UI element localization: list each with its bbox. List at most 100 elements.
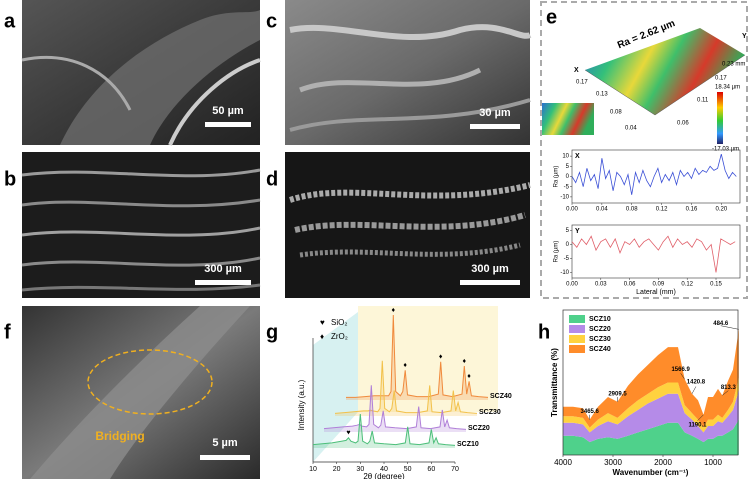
series-line bbox=[334, 360, 478, 414]
x-tick-label: 4000 bbox=[554, 458, 572, 467]
surface-axis: X bbox=[574, 67, 579, 74]
series-label: SCZ20 bbox=[468, 425, 490, 432]
x-tick-label: 70 bbox=[451, 466, 459, 473]
chart-title: X bbox=[575, 153, 580, 160]
surface-3d bbox=[585, 28, 745, 115]
peak-leader bbox=[720, 325, 739, 330]
y-tick-label: 0 bbox=[566, 174, 570, 180]
series-line bbox=[312, 413, 456, 446]
scale-bar bbox=[470, 124, 520, 129]
profile-line bbox=[571, 153, 737, 195]
x-tick-label: 30 bbox=[356, 466, 364, 473]
x-tick-label: 1000 bbox=[704, 458, 722, 467]
panel-label: g bbox=[266, 321, 278, 343]
x-tick-label: 0.06 bbox=[624, 282, 636, 288]
peak-label: 3465.6 bbox=[581, 409, 600, 415]
peak-marker: ♦ bbox=[467, 373, 471, 380]
plot-frame bbox=[571, 149, 741, 204]
x-tick-label: 0.20 bbox=[715, 207, 727, 213]
y-axis-label: Intensity (a.u.) bbox=[297, 379, 306, 430]
peak-leader bbox=[722, 390, 729, 396]
peak-marker: ♦ bbox=[439, 354, 443, 361]
x-tick-label: 20 bbox=[333, 466, 341, 473]
peak-leader bbox=[680, 373, 685, 380]
legend-swatch bbox=[569, 335, 585, 343]
x-tick-label: 0.16 bbox=[686, 207, 698, 213]
series-label: SCZ40 bbox=[490, 393, 512, 400]
x-tick-label: 3000 bbox=[604, 458, 622, 467]
x-tick-label: 40 bbox=[380, 466, 388, 473]
surface-axis: Y bbox=[742, 33, 747, 40]
sem-c bbox=[285, 0, 532, 145]
legend-label: ZrO₂ bbox=[331, 332, 348, 341]
y-tick-label: 5 bbox=[566, 164, 570, 170]
sem-b bbox=[21, 152, 261, 298]
surface-tick: 0.11 bbox=[697, 98, 709, 104]
profile-line bbox=[571, 235, 736, 273]
x-tick-label: 0.12 bbox=[656, 207, 668, 213]
y-tick-label: -5 bbox=[564, 256, 570, 262]
x-axis-label: Lateral (mm) bbox=[636, 289, 676, 296]
x-tick-label: 0.15 bbox=[710, 282, 722, 288]
peak-marker: ♦ bbox=[463, 358, 467, 365]
scale-bar-label: 50 µm bbox=[212, 105, 244, 117]
panel-label: h bbox=[538, 321, 550, 343]
x-axis-label: Wavenumber (cm⁻¹) bbox=[613, 468, 689, 477]
scale-bar bbox=[205, 122, 251, 127]
x-tick-label: 0.00 bbox=[566, 207, 578, 213]
panel-label: e bbox=[546, 6, 557, 28]
scale-bar bbox=[200, 455, 250, 460]
scale-bar bbox=[460, 280, 520, 285]
scale-bar bbox=[195, 280, 251, 285]
peak-marker: ♦ bbox=[403, 362, 407, 369]
series-label: SCZ30 bbox=[479, 409, 501, 416]
legend-label: SCZ40 bbox=[589, 346, 611, 353]
panel-label: c bbox=[266, 10, 277, 32]
y-axis-label: Transmittance (%) bbox=[550, 348, 559, 417]
wall-back bbox=[358, 306, 498, 412]
panel-e-frame bbox=[540, 1, 748, 299]
surface-map bbox=[542, 103, 594, 135]
peak-label: 484.6 bbox=[713, 321, 729, 327]
peak-label: 813.3 bbox=[721, 385, 737, 391]
peak-leader bbox=[697, 414, 704, 421]
annotation: Bridging bbox=[95, 429, 144, 443]
plot-frame bbox=[571, 224, 741, 279]
legend-label: SiO₂ bbox=[331, 318, 347, 327]
surface-edge bbox=[584, 54, 746, 116]
sem-a bbox=[21, 0, 261, 146]
surface-tick: 0.04 bbox=[625, 126, 637, 132]
legend-label: SCZ30 bbox=[589, 336, 611, 343]
sem-f bbox=[22, 306, 260, 479]
peak-leader bbox=[691, 386, 697, 394]
area-band bbox=[563, 390, 739, 443]
x-tick-label: 2000 bbox=[654, 458, 672, 467]
legend-swatch bbox=[569, 325, 585, 333]
surface-tick: 0.08 bbox=[610, 110, 622, 116]
x-tick-label: 10 bbox=[309, 466, 317, 473]
legend-label: SCZ20 bbox=[589, 326, 611, 333]
wall-left bbox=[313, 312, 358, 462]
scale-bar-label: 300 µm bbox=[204, 263, 242, 275]
x-tick-label: 0.08 bbox=[626, 207, 638, 213]
peak-label: 1420.8 bbox=[687, 379, 706, 385]
legend-symbol: ♥ bbox=[320, 318, 325, 327]
peak-label: 2909.5 bbox=[608, 391, 627, 397]
y-tick-label: -10 bbox=[560, 194, 569, 200]
peak-label: 1566.9 bbox=[671, 367, 690, 373]
series-label: SCZ10 bbox=[457, 441, 479, 448]
panel-label: f bbox=[4, 321, 11, 343]
surface-tick: 0.23 mm bbox=[722, 62, 745, 68]
x-tick-label: 60 bbox=[427, 466, 435, 473]
chart-title: Y bbox=[575, 228, 580, 235]
y-axis-label: Ra (µm) bbox=[554, 166, 560, 188]
series-fill bbox=[313, 414, 455, 448]
peak-marker: ♥ bbox=[346, 430, 350, 437]
legend-swatch bbox=[569, 345, 585, 353]
panel-label: a bbox=[4, 10, 16, 32]
surface-tick: 0.17 bbox=[576, 80, 588, 86]
x-axis-label: 2θ (degree) bbox=[363, 472, 405, 479]
y-tick-label: 0 bbox=[566, 242, 570, 248]
